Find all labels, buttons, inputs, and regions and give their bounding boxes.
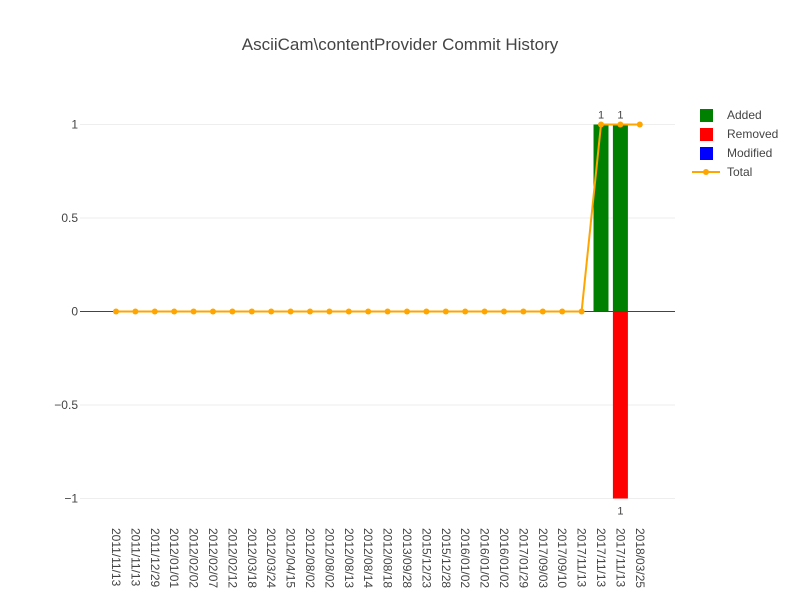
legend-marker-total xyxy=(703,169,709,175)
total-point xyxy=(384,308,391,315)
total-point xyxy=(578,308,585,315)
legend-label-removed: Removed xyxy=(727,127,778,141)
x-tick-label: 2012/02/02 xyxy=(187,528,201,588)
y-tick-label: 1 xyxy=(71,118,78,132)
total-point xyxy=(210,308,216,315)
bar-added xyxy=(593,124,609,312)
y-tick-label: −1 xyxy=(64,492,78,506)
legend: Added Removed Modified Total xyxy=(692,108,778,179)
bar-added xyxy=(612,124,628,312)
legend-label-total: Total xyxy=(727,165,752,179)
total-point xyxy=(481,308,488,315)
total-point xyxy=(365,308,372,315)
total-point xyxy=(501,308,507,315)
x-axis: 2011/11/13 2011/11/13 2011/12/29 2012/01/01… xyxy=(109,528,647,588)
y-tick-label: 0 xyxy=(71,305,78,319)
total-point xyxy=(404,308,410,315)
total-point xyxy=(559,308,566,315)
legend-label-added: Added xyxy=(727,108,762,122)
x-tick-label: 2012/08/02 xyxy=(322,528,336,588)
x-tick-label: 2012/08/02 xyxy=(303,528,317,588)
x-tick-label: 2012/02/07 xyxy=(206,528,220,588)
x-tick-label: 2012/08/14 xyxy=(361,528,375,588)
data-label-removed: 1 xyxy=(617,506,623,518)
total-point xyxy=(307,308,313,315)
total-point xyxy=(151,308,158,315)
x-tick-label: 2012/04/15 xyxy=(284,528,298,588)
x-tick-label: 2016/01/02 xyxy=(478,528,492,588)
legend-swatch-added xyxy=(700,109,713,122)
grid-layer xyxy=(80,124,675,499)
x-tick-label: 2011/11/13 xyxy=(109,528,123,587)
x-tick-label: 2012/08/18 xyxy=(381,528,395,588)
x-tick-label: 2012/08/13 xyxy=(342,528,356,588)
total-point xyxy=(345,308,352,315)
total-point xyxy=(132,308,139,315)
x-tick-label: 2011/11/13 xyxy=(128,528,142,587)
y-tick-label: −0.5 xyxy=(54,398,78,412)
total-point xyxy=(617,121,624,128)
x-tick-label: 2017/11/13 xyxy=(613,528,627,587)
total-point xyxy=(520,308,527,315)
total-point xyxy=(423,308,430,315)
y-tick-label: 0.5 xyxy=(61,211,78,225)
x-tick-label: 2017/11/13 xyxy=(575,528,589,587)
x-tick-label: 2015/12/28 xyxy=(439,528,453,588)
x-tick-label: 2011/12/29 xyxy=(148,528,162,587)
x-tick-label: 2017/11/13 xyxy=(594,528,608,587)
data-label-added: 1 xyxy=(598,110,604,122)
x-tick-label: 2017/09/10 xyxy=(555,528,569,588)
bar-removed xyxy=(612,311,628,499)
x-tick-label: 2017/09/03 xyxy=(536,528,550,588)
total-line-layer xyxy=(113,121,643,315)
x-tick-label: 2016/01/02 xyxy=(497,528,511,588)
total-point xyxy=(287,308,294,315)
total-point xyxy=(326,308,333,315)
total-point xyxy=(442,308,449,315)
legend-label-modified: Modified xyxy=(727,146,772,160)
x-tick-label: 2018/03/25 xyxy=(633,528,647,588)
chart-title: AsciiCam\contentProvider Commit History xyxy=(242,35,559,54)
total-point xyxy=(171,308,178,315)
x-tick-label: 2012/02/12 xyxy=(225,528,239,588)
bars-layer xyxy=(593,124,628,499)
data-labels-layer: 1 1 1 xyxy=(598,110,624,518)
x-tick-label: 2012/03/18 xyxy=(245,528,259,588)
y-axis: 1 0.5 0 −0.5 −1 xyxy=(54,118,78,506)
total-point xyxy=(190,308,197,315)
total-point xyxy=(462,308,469,315)
x-tick-label: 2016/01/02 xyxy=(458,528,472,588)
legend-swatch-modified xyxy=(700,147,713,160)
x-tick-label: 2012/03/24 xyxy=(264,528,278,588)
total-point xyxy=(598,121,604,128)
x-tick-label: 2015/12/23 xyxy=(419,528,433,588)
x-tick-label: 2012/01/01 xyxy=(167,528,181,588)
x-tick-label: 2013/09/28 xyxy=(400,528,414,588)
data-label-added: 1 xyxy=(617,110,623,122)
x-tick-label: 2017/01/29 xyxy=(516,528,530,588)
total-point xyxy=(229,308,236,315)
total-point xyxy=(268,308,275,315)
total-line xyxy=(116,123,640,313)
legend-swatch-removed xyxy=(700,128,713,141)
total-point xyxy=(248,308,255,315)
total-point xyxy=(636,121,643,128)
total-point xyxy=(113,308,119,315)
total-point xyxy=(539,308,546,315)
